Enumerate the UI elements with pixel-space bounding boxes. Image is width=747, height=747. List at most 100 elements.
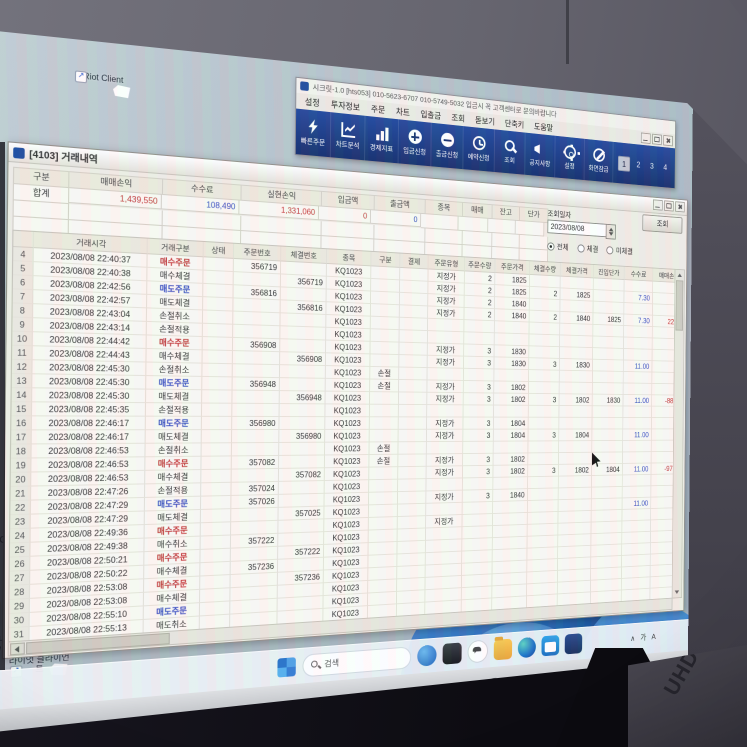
page-button[interactable]: 4: [660, 160, 670, 174]
toolbar-button[interactable]: 예약신청: [463, 126, 495, 172]
menu-item[interactable]: 조회: [447, 111, 469, 125]
cell-exec-price: [560, 335, 593, 348]
menu-item[interactable]: 주문: [366, 102, 389, 116]
hts-app-icon: [300, 81, 309, 91]
menu-item[interactable]: 도움말: [530, 120, 557, 134]
col-header[interactable]: 상태: [204, 242, 234, 259]
cell-settle: [399, 355, 427, 368]
filter-radio[interactable]: 체결: [577, 243, 598, 254]
desktop-icon[interactable]: ↗ Riot Client: [72, 68, 135, 86]
tray-icon[interactable]: ∧: [630, 633, 635, 643]
cell-entry-price: 1830: [593, 395, 624, 407]
toolbar-button[interactable]: 경제지표: [365, 116, 399, 164]
cell-order-type: 지정가: [428, 343, 464, 356]
toolbar-button[interactable]: 빠른주문: [296, 109, 332, 158]
toolbar-button[interactable]: 설정: [555, 136, 585, 180]
cell-gubun: [370, 405, 399, 418]
cell-time: 2023/08/08 22:46:17: [32, 430, 146, 444]
table-row[interactable]: 16 2023/08/08 22:46:17 매도주문 356980 KQ102…: [11, 416, 675, 430]
cell-gubun: [371, 291, 400, 305]
col-header[interactable]: 결제: [400, 254, 428, 270]
date-spinner[interactable]: [606, 224, 616, 240]
page-button[interactable]: 1: [618, 156, 630, 172]
menu-item[interactable]: 설정: [300, 95, 324, 109]
cell-order-no: [232, 404, 279, 417]
taskbar-app-icon[interactable]: [443, 642, 462, 664]
cell-entry-price: [593, 383, 624, 395]
cell-symbol: KQ1023: [326, 328, 371, 342]
cell-gubun: [371, 304, 400, 318]
cell-status: [203, 297, 233, 311]
toolbar-icon: [504, 139, 517, 154]
cell-type: 매도주문: [146, 417, 202, 431]
menu-item[interactable]: 차트: [391, 105, 414, 119]
cell-order-price: 1804: [494, 430, 529, 442]
cell-status: [202, 430, 232, 443]
close-button[interactable]: [675, 201, 685, 212]
maximize-button[interactable]: [652, 134, 662, 146]
cell-entry-price: [592, 406, 623, 418]
radio-label: 체결: [587, 244, 599, 255]
row-number: 10: [12, 332, 33, 347]
start-button[interactable]: [277, 657, 296, 677]
taskbar-app-icon[interactable]: [541, 635, 559, 656]
toolbar-button[interactable]: 화면잠금: [584, 139, 613, 183]
cell-order-price: 1830: [494, 345, 529, 358]
col-header[interactable]: 구분: [371, 252, 400, 268]
cell-fee: [624, 372, 653, 384]
cell-order-no: 356948: [233, 377, 280, 391]
minimize-button[interactable]: [653, 199, 663, 210]
cell-entry-price: [593, 371, 624, 383]
cell-exec-qty: [528, 500, 559, 513]
menu-item[interactable]: 돋보기: [471, 114, 499, 128]
cell-exec-no: [280, 404, 326, 417]
taskbar-app-icon[interactable]: [468, 640, 489, 664]
taskbar-search[interactable]: 검색: [302, 646, 411, 677]
cell-order-qty: [463, 442, 494, 454]
radio-dot: [577, 244, 584, 253]
taskbar-app-icon[interactable]: [518, 637, 536, 659]
menu-item[interactable]: 단축키: [501, 117, 529, 131]
search-button[interactable]: 조회: [642, 214, 682, 234]
close-button[interactable]: [663, 135, 673, 146]
cell-exec-qty: [528, 453, 559, 465]
toolbar-button[interactable]: 공지사항: [525, 133, 555, 178]
cell-status: [203, 271, 233, 286]
tray-icon[interactable]: A: [651, 632, 655, 641]
cell-type: 매도체결: [146, 430, 202, 444]
page-button[interactable]: 3: [647, 159, 658, 173]
cell-status: [201, 470, 231, 484]
toolbar-button[interactable]: 입금신청: [399, 119, 432, 166]
cell-exec-qty: 3: [529, 394, 560, 406]
query-date-input[interactable]: 2023/08/08: [547, 219, 606, 237]
toolbar-button[interactable]: 조회: [495, 129, 526, 174]
col-header[interactable]: [13, 231, 34, 248]
cell-symbol: KQ1023: [325, 442, 370, 455]
maximize-button[interactable]: [664, 200, 674, 211]
toolbar-button[interactable]: 차트분석: [331, 112, 366, 160]
cell-type: 매수체결: [145, 470, 201, 484]
cell-status: [203, 350, 233, 364]
vertical-scrollbar[interactable]: [672, 269, 685, 599]
cell-status: [201, 535, 231, 549]
row-number: 23: [10, 515, 31, 530]
shortcut-arrow-icon: ↗: [75, 70, 87, 83]
menu-item[interactable]: 입출금: [416, 108, 445, 123]
minimize-button[interactable]: [641, 132, 651, 144]
scrollbar-thumb[interactable]: [676, 280, 684, 331]
cell-order-qty: 3: [463, 417, 494, 429]
tray-icon[interactable]: 가: [640, 632, 646, 643]
taskbar-app-icon[interactable]: [565, 633, 583, 654]
cell-settle: [398, 504, 426, 517]
scroll-left-arrow[interactable]: [10, 642, 25, 655]
taskbar-app-icon[interactable]: [417, 644, 437, 666]
cell-fee: [624, 349, 653, 361]
taskbar-app-icon[interactable]: [494, 639, 512, 661]
page-button[interactable]: 2: [633, 157, 644, 171]
filter-radio[interactable]: 미체결: [607, 245, 633, 256]
cell-fee: [623, 486, 652, 498]
filter-radio[interactable]: 전체: [547, 241, 568, 252]
cell-order-price: 1840: [493, 489, 528, 502]
toolbar-button[interactable]: 출금신청: [431, 123, 463, 169]
cell-pnl: [652, 418, 676, 429]
